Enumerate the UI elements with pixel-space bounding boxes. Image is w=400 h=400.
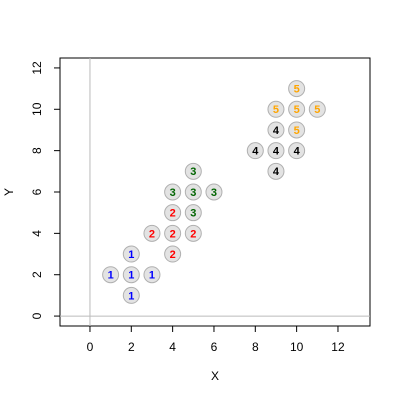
point-label: 5 <box>273 104 279 116</box>
x-tick-label: 2 <box>128 340 135 354</box>
point <box>288 142 306 160</box>
point-label: 1 <box>128 249 134 261</box>
point-label: 3 <box>170 187 176 199</box>
point <box>184 224 202 242</box>
point-label: 5 <box>294 104 300 116</box>
y-tick-label: 0 <box>30 312 44 319</box>
point <box>164 245 182 263</box>
point <box>267 100 285 118</box>
point-label: 3 <box>190 166 196 178</box>
point-label: 4 <box>273 166 280 178</box>
point <box>164 204 182 222</box>
point-label: 1 <box>108 270 114 282</box>
point-label: 2 <box>170 208 176 220</box>
point-label: 2 <box>190 228 196 240</box>
point-label: 1 <box>128 290 134 302</box>
point-label: 2 <box>170 249 176 261</box>
point <box>267 162 285 180</box>
point <box>267 121 285 139</box>
point-label: 3 <box>190 208 196 220</box>
x-tick-label: 6 <box>211 340 218 354</box>
point <box>122 245 140 263</box>
point <box>164 183 182 201</box>
point-label: 5 <box>294 125 300 137</box>
x-tick-label: 10 <box>290 340 304 354</box>
point-label: 5 <box>314 104 320 116</box>
point-label: 1 <box>128 270 134 282</box>
x-tick-label: 4 <box>169 340 176 354</box>
point <box>308 100 326 118</box>
point-label: 4 <box>252 146 259 158</box>
x-axis-label: X <box>211 369 219 383</box>
point <box>184 204 202 222</box>
point <box>164 224 182 242</box>
point <box>143 266 161 284</box>
x-tick-label: 0 <box>87 340 94 354</box>
point-label: 1 <box>149 270 155 282</box>
point-label: 3 <box>211 187 217 199</box>
point <box>288 121 306 139</box>
x-tick-label: 12 <box>331 340 345 354</box>
point <box>122 286 140 304</box>
y-tick-label: 12 <box>30 61 44 75</box>
point-label: 2 <box>170 228 176 240</box>
point-label: 3 <box>190 187 196 199</box>
point <box>143 224 161 242</box>
y-tick-label: 10 <box>30 102 44 116</box>
point <box>184 183 202 201</box>
y-tick-label: 8 <box>30 147 44 154</box>
point <box>288 100 306 118</box>
x-tick-label: 8 <box>252 340 259 354</box>
y-axis-label: Y <box>2 188 16 196</box>
point <box>267 142 285 160</box>
y-tick-label: 4 <box>30 230 44 237</box>
y-tick-label: 2 <box>30 271 44 278</box>
point <box>288 80 306 98</box>
point <box>184 162 202 180</box>
point-label: 4 <box>273 125 280 137</box>
point <box>122 266 140 284</box>
y-tick-label: 6 <box>30 188 44 195</box>
point <box>102 266 120 284</box>
point-label: 4 <box>294 146 301 158</box>
point-label: 2 <box>149 228 155 240</box>
point-label: 4 <box>273 146 280 158</box>
point-label: 5 <box>294 84 300 96</box>
point <box>246 142 264 160</box>
point <box>205 183 223 201</box>
